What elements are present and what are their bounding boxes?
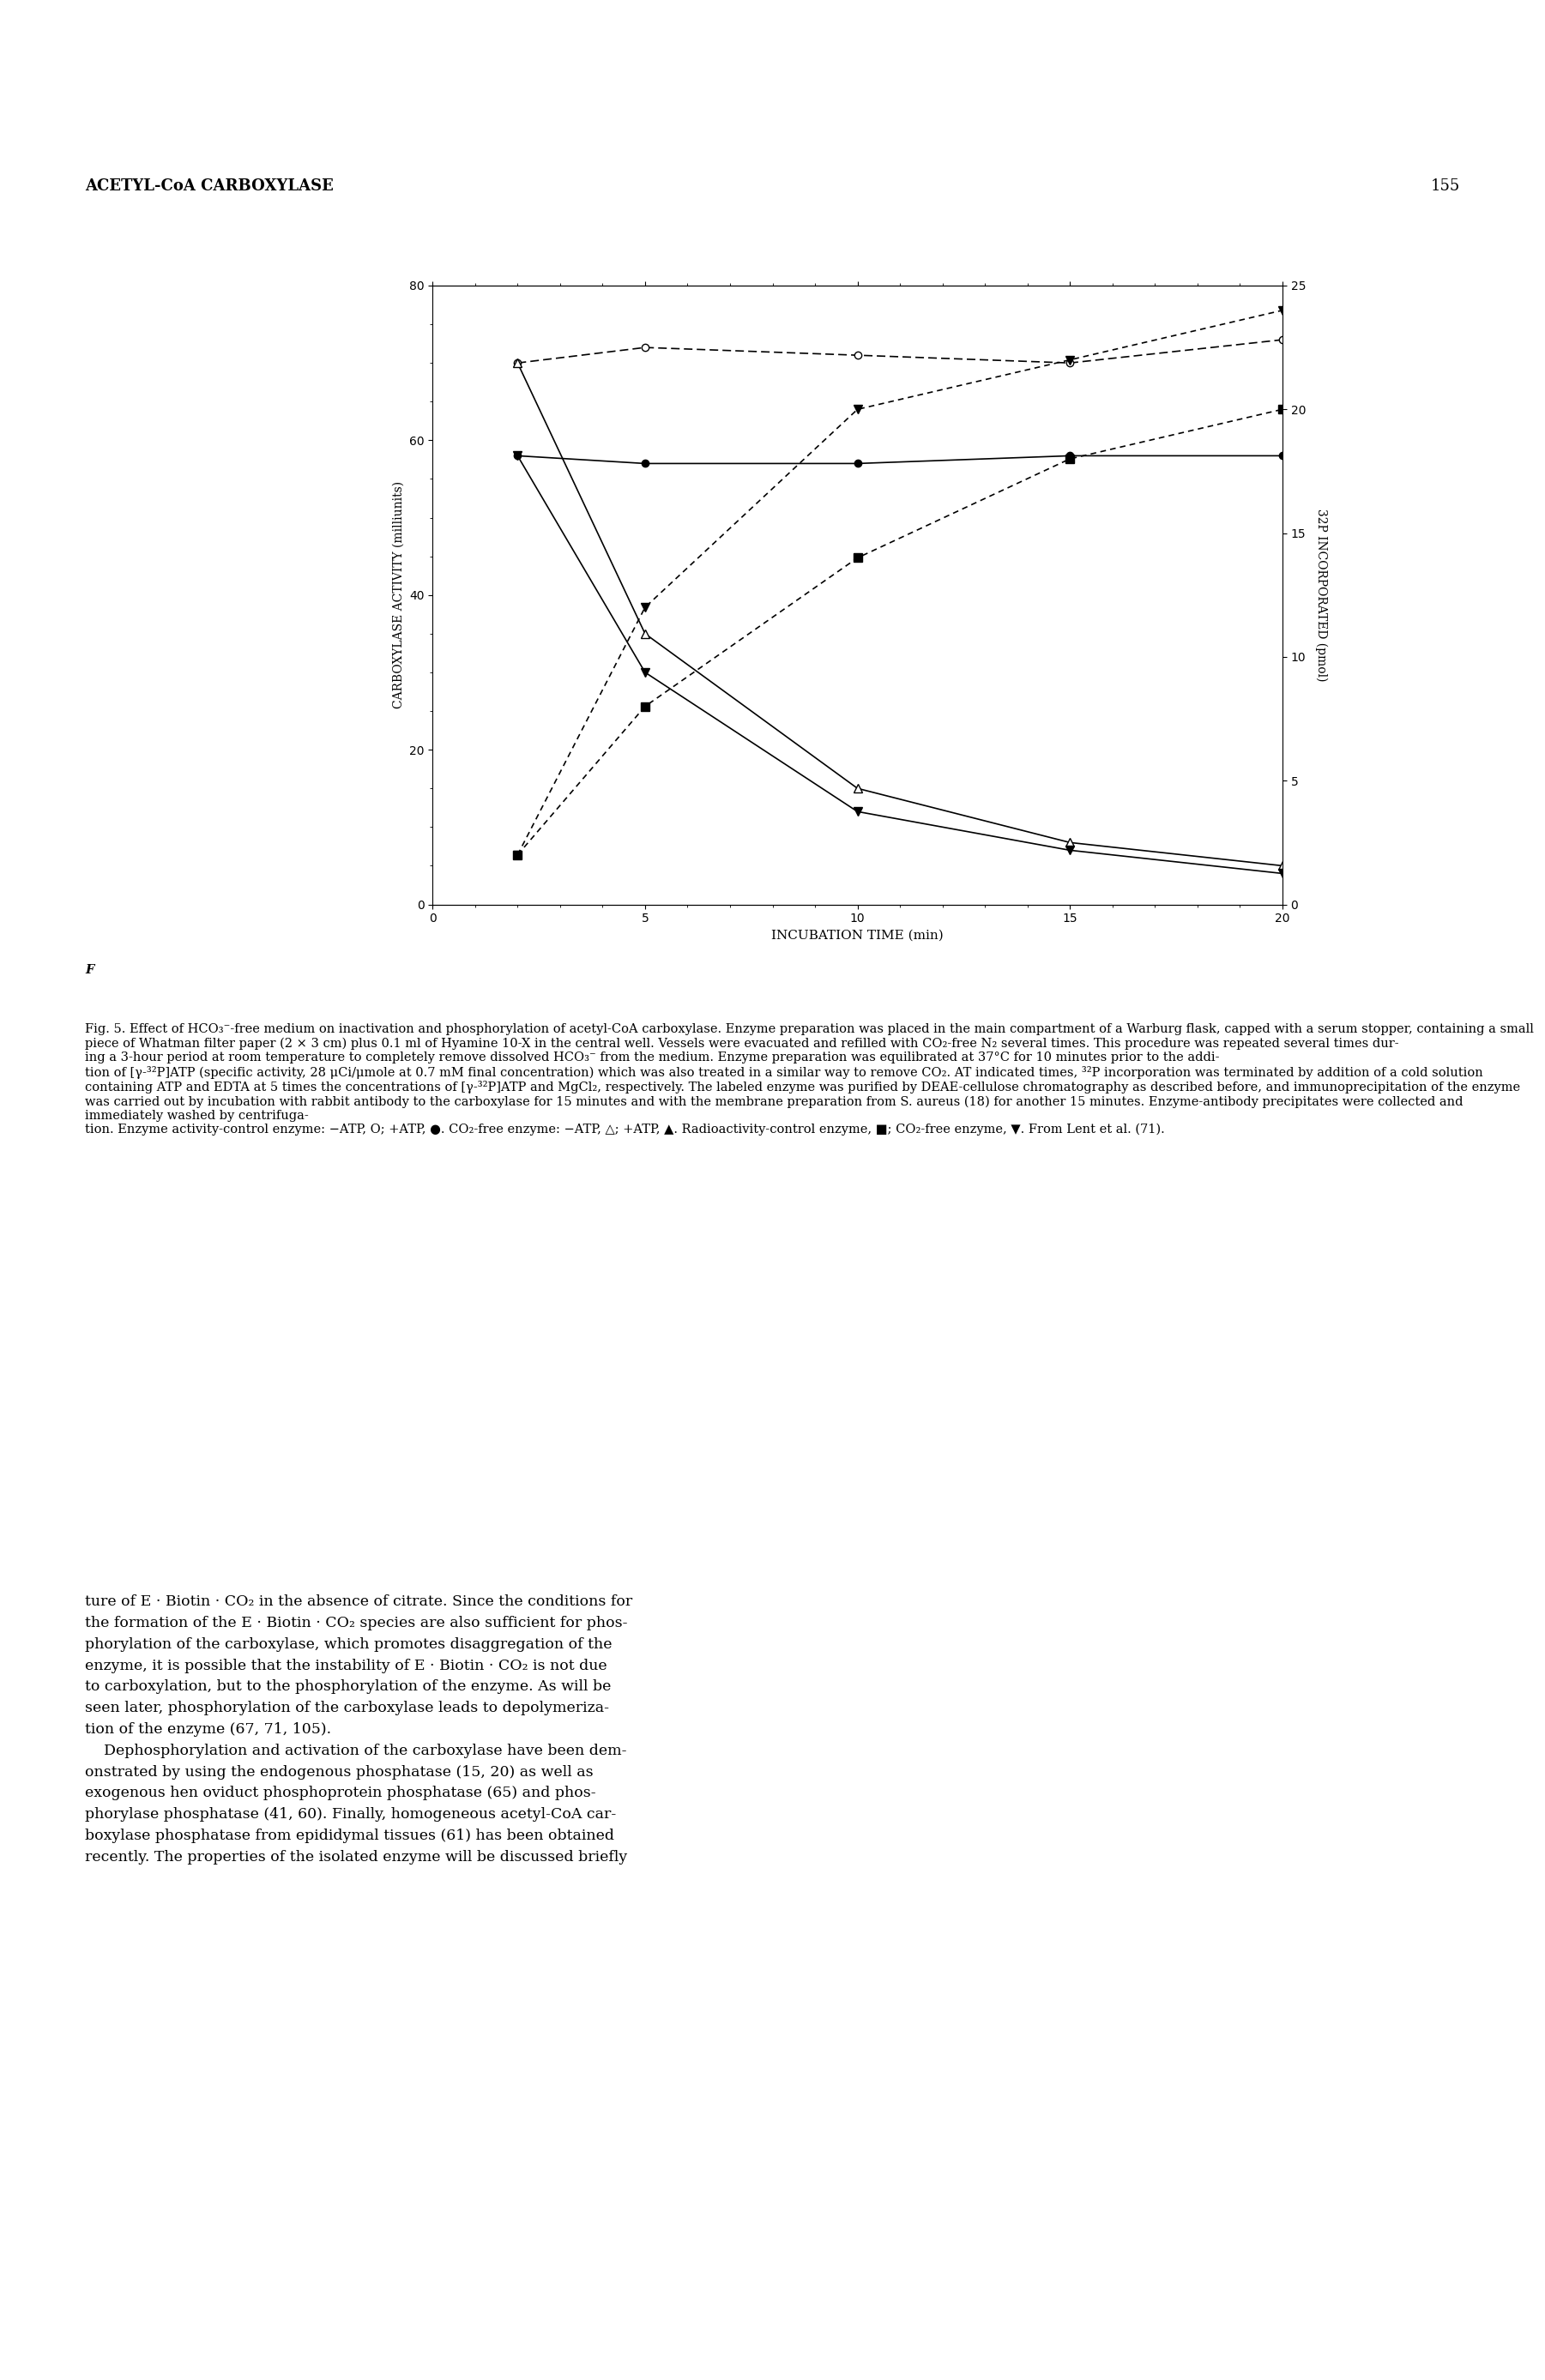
Text: ture of E · Biotin · CO₂ in the absence of citrate. Since the conditions for
the: ture of E · Biotin · CO₂ in the absence …: [85, 1595, 632, 1864]
X-axis label: INCUBATION TIME (min): INCUBATION TIME (min): [771, 931, 944, 942]
Text: 155: 155: [1431, 178, 1460, 193]
Text: Fig. 5. Effect of HCO₃⁻-free medium on inactivation and phosphorylation of acety: Fig. 5. Effect of HCO₃⁻-free medium on i…: [85, 1023, 1534, 1135]
Y-axis label: 32P INCORPORATED (pmol): 32P INCORPORATED (pmol): [1315, 509, 1327, 681]
Text: F: F: [85, 964, 94, 976]
Y-axis label: CARBOXYLASE ACTIVITY (milliunits): CARBOXYLASE ACTIVITY (milliunits): [392, 481, 405, 709]
Text: ACETYL-CoA CARBOXYLASE: ACETYL-CoA CARBOXYLASE: [85, 178, 334, 193]
